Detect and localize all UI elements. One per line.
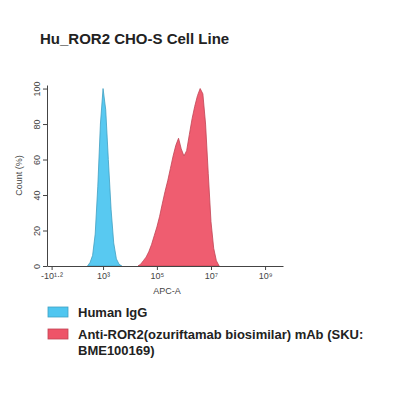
x-tick: -10¹·² xyxy=(41,266,63,281)
y-tick-label: 40 xyxy=(32,191,42,201)
legend: Human IgG Anti-ROR2(ozuriftamab biosimila… xyxy=(48,305,363,358)
x-tick-mark xyxy=(265,266,266,270)
y-tick-label: 80 xyxy=(32,120,42,130)
x-axis-title: APC-A xyxy=(153,286,181,296)
legend-swatch xyxy=(48,307,68,317)
x-tick-label: 10³ xyxy=(97,271,110,281)
y-tick-mark xyxy=(43,266,47,267)
x-axis: -10¹·² 10³ 10⁵ 10⁷ 10⁹ xyxy=(41,266,283,281)
y-axis-line xyxy=(47,86,48,267)
x-tick-label: -10¹·² xyxy=(41,271,63,281)
y-tick: 20 xyxy=(32,226,47,236)
x-tick-label: 10⁷ xyxy=(205,271,218,281)
y-tick-mark xyxy=(43,231,47,232)
x-tick-mark xyxy=(52,266,53,270)
x-axis-line xyxy=(48,266,284,267)
x-tick: 10⁷ xyxy=(205,266,218,281)
y-tick-mark xyxy=(43,160,47,161)
histogram-area xyxy=(138,89,219,266)
y-axis: 0 20 40 60 80 100 xyxy=(32,82,48,269)
x-tick: 10³ xyxy=(97,266,110,281)
y-tick: 40 xyxy=(32,191,47,201)
x-tick-mark xyxy=(103,266,104,270)
title: Hu_ROR2 CHO-S Cell Line xyxy=(40,30,229,47)
y-tick-mark xyxy=(43,89,47,90)
legend-label: Anti-ROR2(ozuriftamab biosimilar) mAb (S… xyxy=(78,327,363,358)
y-tick-label: 100 xyxy=(32,82,42,97)
legend-label: Human IgG xyxy=(78,305,147,320)
histogram-area xyxy=(88,89,122,266)
x-tick: 10⁵ xyxy=(151,266,165,281)
y-tick-mark xyxy=(43,195,47,196)
x-tick-label: 10⁵ xyxy=(151,271,165,281)
x-tick-mark xyxy=(157,266,158,270)
y-tick-mark xyxy=(43,124,47,125)
y-axis-title: Count (%) xyxy=(14,155,24,196)
y-tick: 60 xyxy=(32,155,47,165)
y-tick: 0 xyxy=(32,264,47,269)
y-tick: 100 xyxy=(32,82,47,97)
y-tick: 80 xyxy=(32,120,47,130)
x-tick-label: 10⁹ xyxy=(259,271,273,281)
chart: Hu_ROR2 CHO-S Cell Line -10¹·² 10³ 10⁵ 10⁷ 10… xyxy=(0,0,400,399)
x-tick-mark xyxy=(211,266,212,270)
y-tick-label: 0 xyxy=(32,264,42,269)
y-tick-label: 20 xyxy=(32,226,42,236)
plot-area xyxy=(88,89,220,266)
x-tick: 10⁹ xyxy=(259,266,273,281)
y-tick-label: 60 xyxy=(32,155,42,165)
legend-swatch xyxy=(48,329,68,339)
